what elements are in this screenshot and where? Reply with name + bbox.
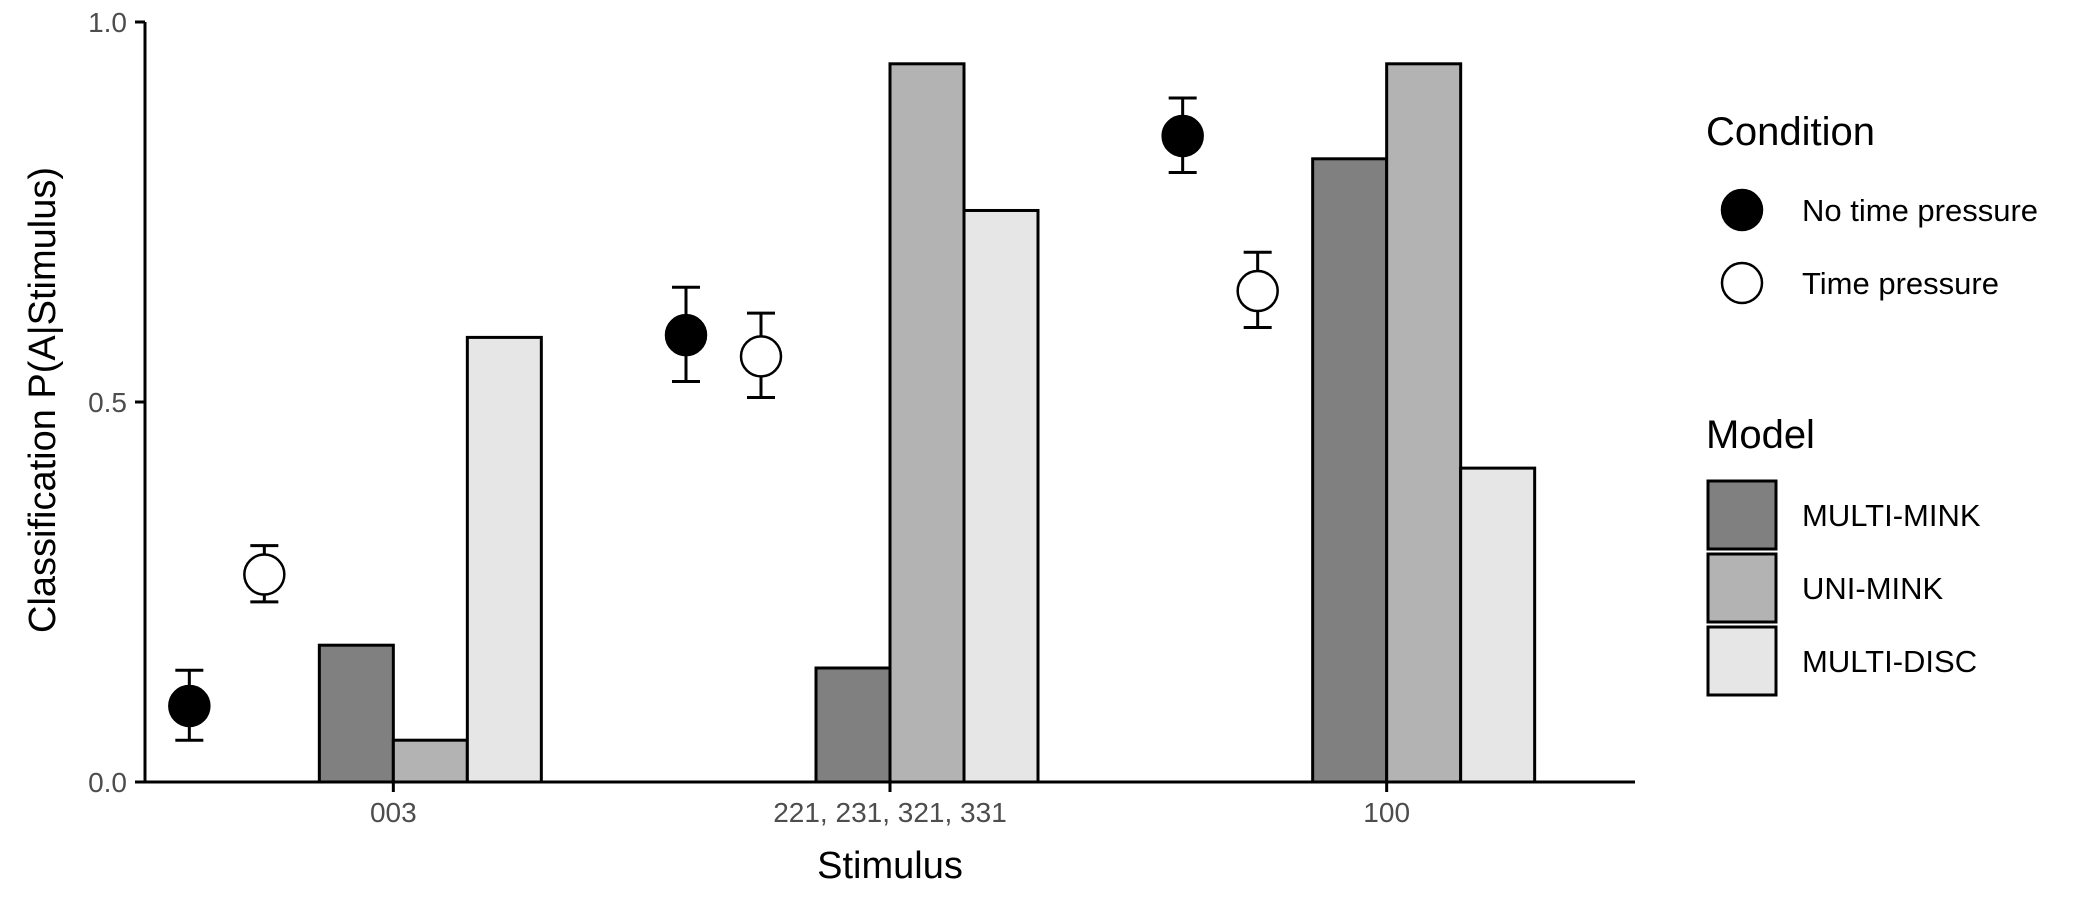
point-time-pressure bbox=[243, 553, 286, 596]
point-no-time-pressure bbox=[664, 313, 708, 357]
bar-multi-mink bbox=[1311, 157, 1389, 784]
legend-label-uni-mink: UNI-MINK bbox=[1802, 571, 1944, 606]
point-no-time-pressure bbox=[168, 684, 211, 728]
legend-key-multi-disc bbox=[1706, 625, 1778, 697]
bar-multi-disc bbox=[962, 208, 1040, 784]
bar-multi-mink bbox=[317, 643, 395, 784]
x-tick-label: 003 bbox=[370, 797, 417, 828]
bar-uni-mink bbox=[1385, 62, 1463, 784]
legend-key-time-pressure bbox=[1720, 261, 1764, 305]
bar-multi-disc bbox=[1459, 466, 1537, 784]
bar-multi-mink bbox=[814, 666, 892, 784]
points-layer bbox=[168, 114, 1279, 728]
x-tick-label: 100 bbox=[1363, 797, 1410, 828]
bars-layer bbox=[317, 62, 1537, 784]
legend-key-multi-mink bbox=[1706, 479, 1778, 551]
bar-uni-mink bbox=[888, 62, 966, 784]
legend-label-no-time-pressure: No time pressure bbox=[1802, 193, 2038, 228]
bar-multi-disc bbox=[465, 335, 543, 784]
x-tick-label: 221, 231, 321, 331 bbox=[773, 797, 1007, 828]
y-tick-label: 1.0 bbox=[88, 7, 127, 38]
legend-label-multi-disc: MULTI-DISC bbox=[1802, 644, 1977, 679]
bar-uni-mink bbox=[391, 738, 469, 784]
legend-key-no-time-pressure bbox=[1720, 188, 1764, 232]
y-tick-label: 0.0 bbox=[88, 767, 127, 798]
x-ticks: 003 221, 231, 321, 331 100 bbox=[370, 782, 1410, 828]
legend-model-title: Model bbox=[1706, 413, 1815, 457]
y-ticks: 0.0 0.5 1.0 bbox=[88, 7, 145, 798]
legend-key-uni-mink bbox=[1706, 552, 1778, 624]
point-no-time-pressure bbox=[1161, 114, 1204, 158]
legend: No time pressure Time pressure MULTI-MINK U… bbox=[1706, 188, 2038, 697]
point-time-pressure bbox=[739, 335, 783, 378]
y-tick-label: 0.5 bbox=[88, 387, 127, 418]
point-time-pressure bbox=[1236, 269, 1279, 313]
legend-condition-title: Condition bbox=[1706, 110, 1875, 154]
legend-label-multi-mink: MULTI-MINK bbox=[1802, 498, 1981, 533]
x-axis-title: Stimulus bbox=[817, 845, 963, 887]
legend-label-time-pressure: Time pressure bbox=[1802, 266, 1999, 301]
y-axis-title: Classification P(A|Stimulus) bbox=[22, 167, 64, 633]
